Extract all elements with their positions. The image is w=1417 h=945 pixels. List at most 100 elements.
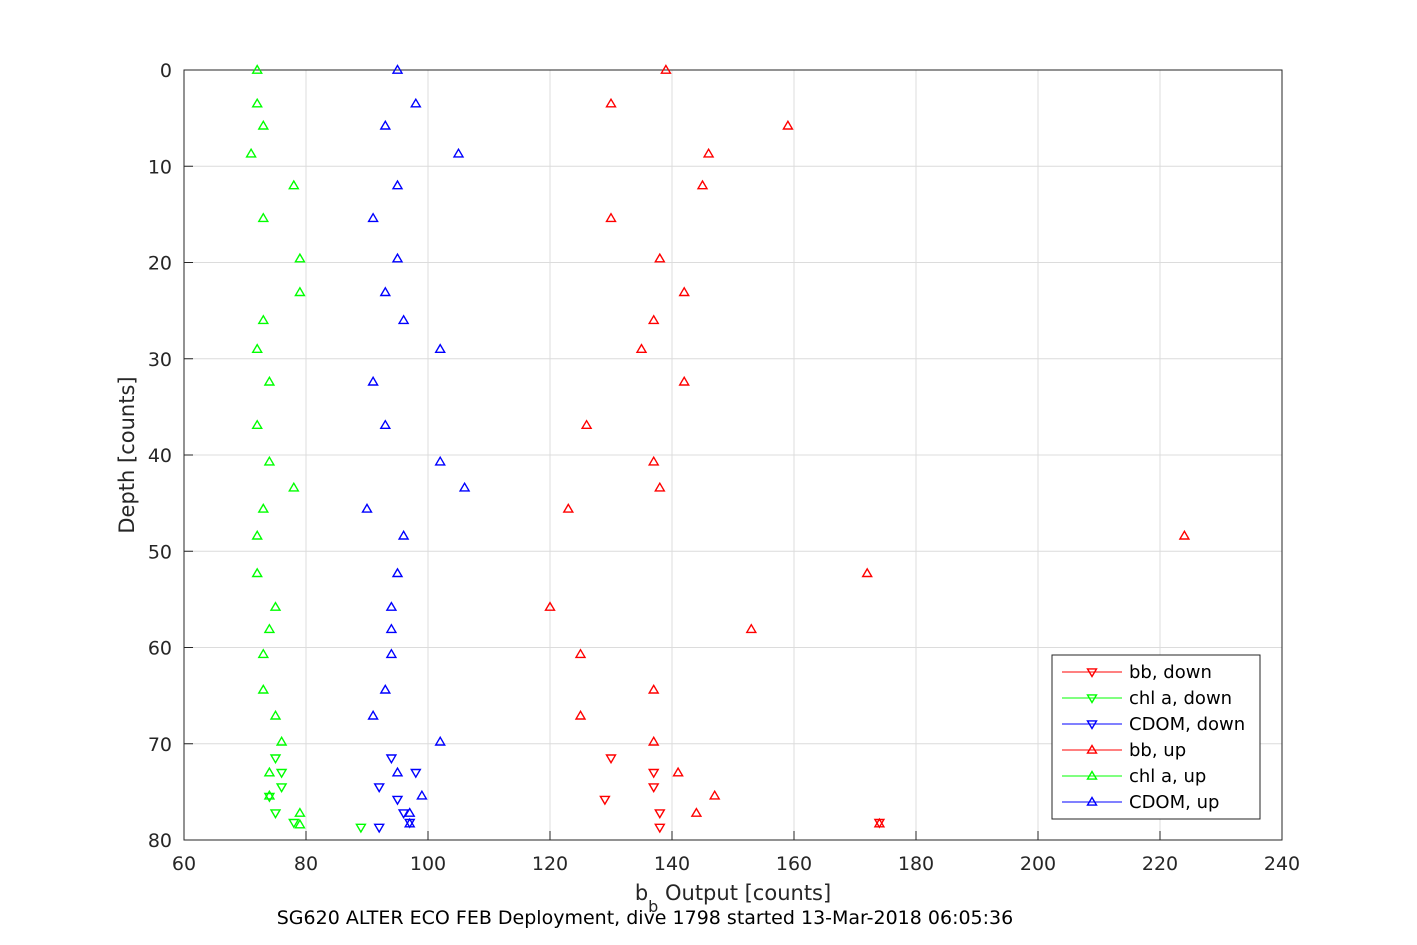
data-point xyxy=(861,567,873,578)
data-point xyxy=(275,735,288,746)
data-point xyxy=(379,419,392,429)
chart-caption: SG620 ALTER ECO FEB Deployment, dive 179… xyxy=(277,907,1013,929)
data-point xyxy=(379,286,392,297)
data-point xyxy=(690,807,703,817)
data-point xyxy=(397,529,410,540)
data-point xyxy=(355,823,367,834)
data-point xyxy=(263,455,276,466)
data-point xyxy=(385,648,398,659)
series-chl-a-up xyxy=(245,64,306,829)
data-point xyxy=(288,818,300,829)
data-point xyxy=(410,97,422,108)
series-bb-up xyxy=(544,64,1191,828)
data-point xyxy=(294,252,306,263)
x-tick-label: 100 xyxy=(410,853,446,875)
data-point xyxy=(654,252,666,263)
data-point xyxy=(251,343,263,353)
data-point xyxy=(708,789,721,800)
legend-marker xyxy=(1086,796,1098,806)
data-point xyxy=(367,212,379,223)
x-tick-label: 220 xyxy=(1142,853,1178,875)
data-point xyxy=(275,783,288,793)
data-point xyxy=(269,754,282,765)
data-point xyxy=(391,64,404,74)
series-chl-a-down xyxy=(263,754,367,834)
x-tick-label: 120 xyxy=(532,853,568,875)
data-point xyxy=(544,601,556,611)
x-tick-label: 240 xyxy=(1264,853,1300,875)
data-point xyxy=(654,823,666,834)
data-point xyxy=(1178,529,1191,540)
data-point xyxy=(251,97,263,108)
data-point xyxy=(434,343,446,353)
data-point xyxy=(702,147,715,158)
data-point xyxy=(257,684,270,694)
legend-label: chl a, down xyxy=(1129,688,1232,709)
data-point xyxy=(269,709,282,720)
data-point xyxy=(269,809,282,819)
data-point xyxy=(562,503,575,513)
data-point xyxy=(745,623,758,634)
y-tick-label: 70 xyxy=(148,734,172,756)
data-point xyxy=(403,817,416,828)
data-point xyxy=(873,817,886,828)
data-point xyxy=(257,314,270,325)
x-axis-label-base: b xyxy=(635,881,648,905)
data-point xyxy=(605,212,617,223)
data-point xyxy=(403,807,416,817)
legend-box xyxy=(1051,654,1261,820)
data-point xyxy=(257,212,270,223)
data-point xyxy=(379,119,392,130)
data-point xyxy=(452,147,465,158)
data-point xyxy=(678,286,690,297)
data-point xyxy=(458,481,471,492)
data-point xyxy=(257,503,270,513)
data-markers xyxy=(245,64,1191,834)
data-point xyxy=(263,789,276,800)
data-point xyxy=(391,766,404,777)
data-point xyxy=(782,119,794,130)
data-point xyxy=(263,792,276,803)
legend-label: bb, up xyxy=(1129,740,1186,761)
data-point xyxy=(434,735,446,746)
data-point xyxy=(391,179,404,190)
legend-label: CDOM, up xyxy=(1129,792,1219,813)
series-cdom-up xyxy=(361,64,471,828)
data-point xyxy=(410,768,422,779)
x-tick-label: 200 xyxy=(1020,853,1056,875)
data-point xyxy=(275,768,288,779)
data-point xyxy=(647,684,660,694)
y-tick-label: 0 xyxy=(160,60,172,82)
x-axis-label-subscript: b xyxy=(648,897,658,916)
data-point xyxy=(263,623,276,634)
legend: bb, down chl a, down CDOM, down bb, up chl a… xyxy=(1051,654,1261,820)
legend-marker xyxy=(1086,744,1098,754)
data-point xyxy=(672,766,684,777)
legend-label: CDOM, down xyxy=(1129,714,1245,735)
data-point xyxy=(605,97,617,108)
x-axis-label-rest: Output [counts] xyxy=(658,881,831,905)
y-tick-label: 20 xyxy=(148,253,172,275)
data-point xyxy=(391,567,404,578)
data-point xyxy=(294,807,306,817)
data-point xyxy=(391,252,404,263)
data-point xyxy=(605,754,617,765)
data-point xyxy=(367,375,379,386)
data-point xyxy=(379,684,392,694)
data-point xyxy=(635,343,648,353)
x-tick-label: 140 xyxy=(654,853,690,875)
data-point xyxy=(373,823,385,834)
data-point xyxy=(361,503,373,513)
data-point xyxy=(599,795,611,806)
data-point xyxy=(251,64,263,74)
legend-marker xyxy=(1086,770,1098,780)
data-point xyxy=(654,481,666,492)
data-point xyxy=(647,768,660,779)
data-point xyxy=(660,64,672,74)
axis-ticks: 60 80 100 120 140 160 180 200 220 240010203040506… xyxy=(148,60,1300,875)
x-axis-label: bb Output [counts] xyxy=(635,881,831,916)
y-tick-label: 50 xyxy=(148,541,172,563)
data-point xyxy=(257,648,270,659)
